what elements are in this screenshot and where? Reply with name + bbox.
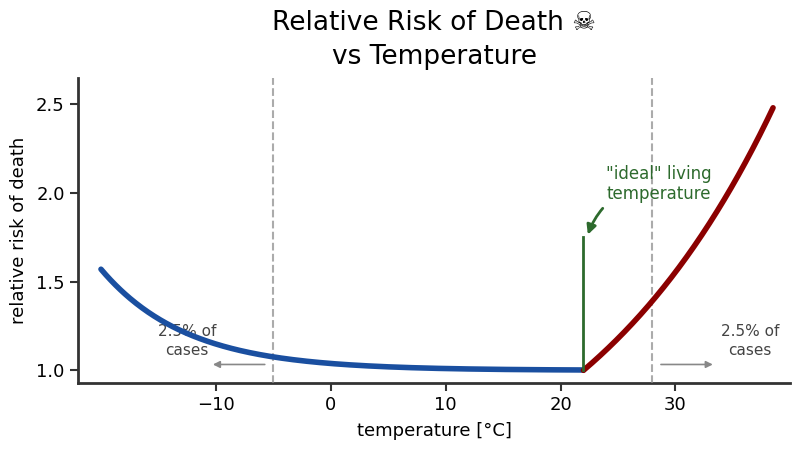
- Y-axis label: relative risk of death: relative risk of death: [10, 136, 28, 324]
- Text: "ideal" living
temperature: "ideal" living temperature: [588, 165, 712, 232]
- X-axis label: temperature [°C]: temperature [°C]: [357, 422, 511, 440]
- Title: Relative Risk of Death ☠
vs Temperature: Relative Risk of Death ☠ vs Temperature: [272, 10, 596, 70]
- Text: 2.5% of
cases: 2.5% of cases: [721, 324, 779, 358]
- Text: 2.5% of
cases: 2.5% of cases: [158, 324, 216, 358]
